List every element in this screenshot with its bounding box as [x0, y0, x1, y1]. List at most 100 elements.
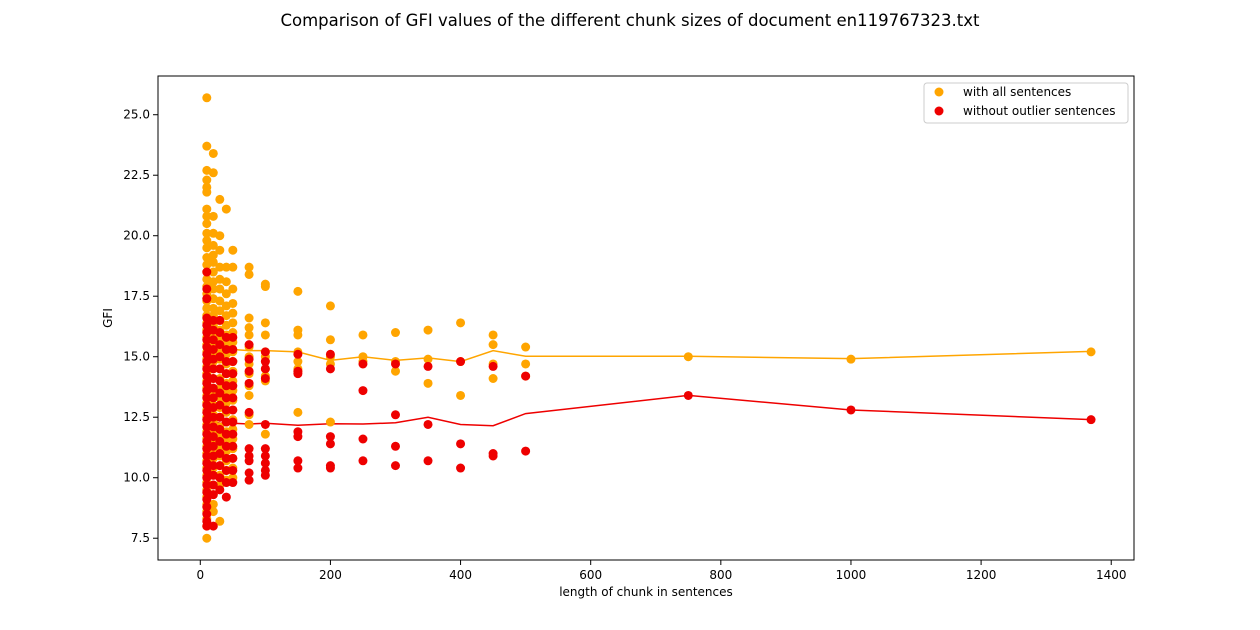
data-point	[244, 419, 254, 429]
data-point	[202, 451, 212, 461]
data-point	[521, 446, 531, 456]
data-point	[202, 175, 212, 185]
data-point	[221, 277, 231, 287]
data-point	[215, 328, 225, 338]
data-point	[260, 419, 270, 429]
data-point	[202, 378, 212, 388]
data-point	[456, 463, 466, 473]
data-point	[215, 245, 225, 255]
data-point	[260, 444, 270, 454]
data-point	[215, 436, 225, 446]
data-point	[521, 342, 531, 352]
data-point	[260, 374, 270, 383]
data-point	[215, 352, 225, 362]
data-point	[208, 315, 218, 325]
data-point	[221, 441, 231, 451]
data-point	[228, 417, 238, 427]
data-point	[228, 465, 238, 475]
data-point	[244, 468, 254, 478]
data-point	[202, 495, 212, 504]
data-point	[260, 364, 270, 374]
y-tick-label: 7.5	[131, 531, 150, 545]
data-point	[390, 410, 400, 420]
data-point	[325, 364, 335, 374]
data-point	[244, 323, 254, 333]
data-point	[244, 313, 254, 323]
data-point	[208, 267, 218, 277]
data-point	[202, 187, 212, 197]
data-point	[202, 521, 212, 531]
data-point	[325, 463, 335, 473]
data-point	[244, 407, 254, 417]
data-point	[215, 449, 225, 459]
data-point	[456, 439, 466, 449]
data-point	[293, 357, 303, 367]
data-point	[244, 475, 254, 485]
data-point	[488, 361, 498, 371]
data-point	[208, 148, 218, 158]
data-point	[488, 451, 498, 461]
y-axis: 7.5 10.0 12.5 15.0 17.5 20.0 22.5 25.0	[123, 108, 158, 545]
data-point	[293, 349, 303, 359]
data-points	[202, 93, 1096, 543]
data-point	[202, 533, 212, 543]
data-point	[423, 378, 433, 388]
y-tick-label: 10.0	[123, 471, 150, 485]
data-point	[325, 417, 335, 427]
data-point	[215, 412, 225, 422]
data-point	[293, 407, 303, 417]
data-point	[215, 516, 225, 526]
data-point	[293, 456, 303, 466]
data-point	[456, 357, 466, 367]
data-point	[202, 211, 212, 221]
data-point	[228, 369, 238, 379]
data-point	[202, 335, 212, 345]
data-point	[215, 485, 225, 495]
data-point	[202, 465, 212, 475]
data-point	[390, 461, 400, 471]
data-point	[215, 306, 225, 316]
x-tick-label: 1400	[1096, 568, 1127, 582]
data-point	[228, 262, 238, 272]
data-point	[325, 301, 335, 311]
data-point	[228, 357, 238, 367]
data-point	[521, 359, 531, 369]
data-point	[215, 262, 225, 272]
data-point	[221, 204, 231, 214]
data-point	[260, 429, 270, 439]
legend: with all sentences without outlier sente…	[923, 82, 1129, 124]
data-point	[228, 245, 238, 255]
data-point	[488, 374, 498, 383]
data-point	[202, 93, 212, 103]
data-point	[208, 490, 218, 500]
data-point	[244, 330, 254, 340]
y-tick-label: 20.0	[123, 229, 150, 243]
data-point	[325, 349, 335, 359]
data-point	[260, 451, 270, 461]
data-point	[260, 458, 270, 468]
data-point	[215, 231, 225, 241]
data-point	[358, 434, 368, 444]
data-point	[215, 284, 225, 294]
data-point	[260, 330, 270, 340]
data-point	[456, 390, 466, 400]
data-point	[228, 284, 238, 294]
data-point	[260, 357, 270, 367]
data-point	[208, 257, 218, 267]
data-point	[221, 492, 231, 502]
data-point	[202, 204, 212, 214]
y-tick-label: 12.5	[123, 410, 150, 424]
data-point	[221, 289, 231, 299]
x-tick-label: 800	[709, 568, 732, 582]
legend-box	[923, 82, 1129, 124]
data-point	[215, 473, 225, 483]
x-tick-label: 400	[449, 568, 472, 582]
data-point	[221, 393, 231, 403]
legend-label-without-outlier-sentences: without outlier sentences	[963, 104, 1116, 118]
data-point	[228, 453, 238, 463]
data-point	[202, 228, 212, 238]
data-point	[358, 456, 368, 466]
data-point	[325, 335, 335, 345]
data-point	[208, 383, 218, 393]
y-tick-label: 22.5	[123, 168, 150, 182]
